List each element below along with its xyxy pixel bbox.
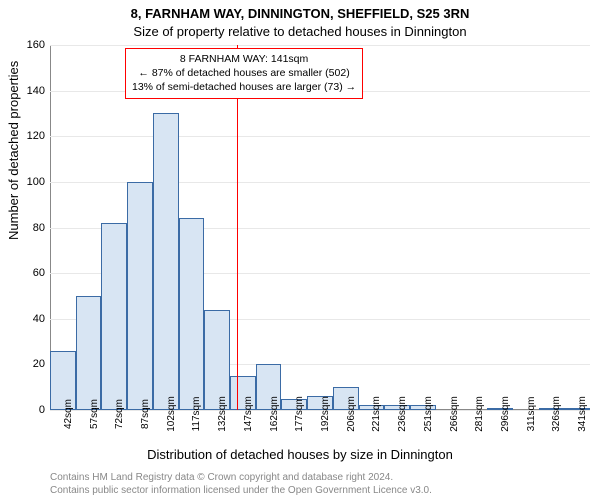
footnote-1: Contains HM Land Registry data © Crown c… <box>50 472 393 483</box>
xtick-label: 311sqm <box>526 397 537 432</box>
histogram-bar <box>127 182 153 410</box>
callout-line-2: ← 87% of detached houses are smaller (50… <box>132 66 356 80</box>
ytick-label: 100 <box>27 176 45 188</box>
callout-box: 8 FARNHAM WAY: 141sqm ← 87% of detached … <box>125 48 363 99</box>
histogram-bar <box>153 113 179 410</box>
callout-line-3: 13% of semi-detached houses are larger (… <box>132 80 356 94</box>
ytick-label: 0 <box>39 404 45 416</box>
reference-line <box>237 45 238 410</box>
histogram-bar <box>204 310 230 410</box>
ytick-label: 160 <box>27 39 45 51</box>
xtick-label: 57sqm <box>89 399 100 429</box>
xtick-label: 326sqm <box>551 396 562 432</box>
xtick-label: 42sqm <box>63 399 74 429</box>
footnote-2: Contains public sector information licen… <box>50 485 432 496</box>
histogram-bar <box>76 296 102 410</box>
histogram-bar <box>101 223 127 410</box>
xtick-label: 296sqm <box>500 396 511 432</box>
chart-container: 8, FARNHAM WAY, DINNINGTON, SHEFFIELD, S… <box>0 0 600 500</box>
title-sub: Size of property relative to detached ho… <box>0 24 600 39</box>
xtick-label: 341sqm <box>577 396 588 432</box>
x-axis-label: Distribution of detached houses by size … <box>0 447 600 462</box>
xtick-label: 206sqm <box>346 396 357 432</box>
xtick-label: 162sqm <box>269 396 280 432</box>
y-axis-label: Number of detached properties <box>6 61 21 240</box>
plot-area <box>50 45 590 410</box>
ytick-label: 60 <box>33 267 45 279</box>
xtick-label: 236sqm <box>397 396 408 432</box>
ytick-label: 20 <box>33 358 45 370</box>
xtick-label: 72sqm <box>114 399 125 429</box>
xtick-label: 266sqm <box>449 396 460 432</box>
ytick-label: 40 <box>33 313 45 325</box>
xtick-label: 192sqm <box>320 396 331 432</box>
xtick-label: 147sqm <box>243 396 254 432</box>
ytick-label: 120 <box>27 130 45 142</box>
xtick-label: 251sqm <box>423 396 434 432</box>
ytick-label: 80 <box>33 222 45 234</box>
xtick-label: 132sqm <box>217 396 228 432</box>
callout-line-1: 8 FARNHAM WAY: 141sqm <box>132 52 356 66</box>
xtick-label: 117sqm <box>191 397 202 432</box>
xtick-label: 102sqm <box>166 396 177 432</box>
xtick-label: 177sqm <box>294 396 305 432</box>
xtick-label: 281sqm <box>474 396 485 432</box>
xtick-label: 87sqm <box>140 399 151 429</box>
title-main: 8, FARNHAM WAY, DINNINGTON, SHEFFIELD, S… <box>0 6 600 21</box>
histogram-bar <box>179 218 205 410</box>
xtick-label: 221sqm <box>371 396 382 432</box>
ytick-label: 140 <box>27 85 45 97</box>
